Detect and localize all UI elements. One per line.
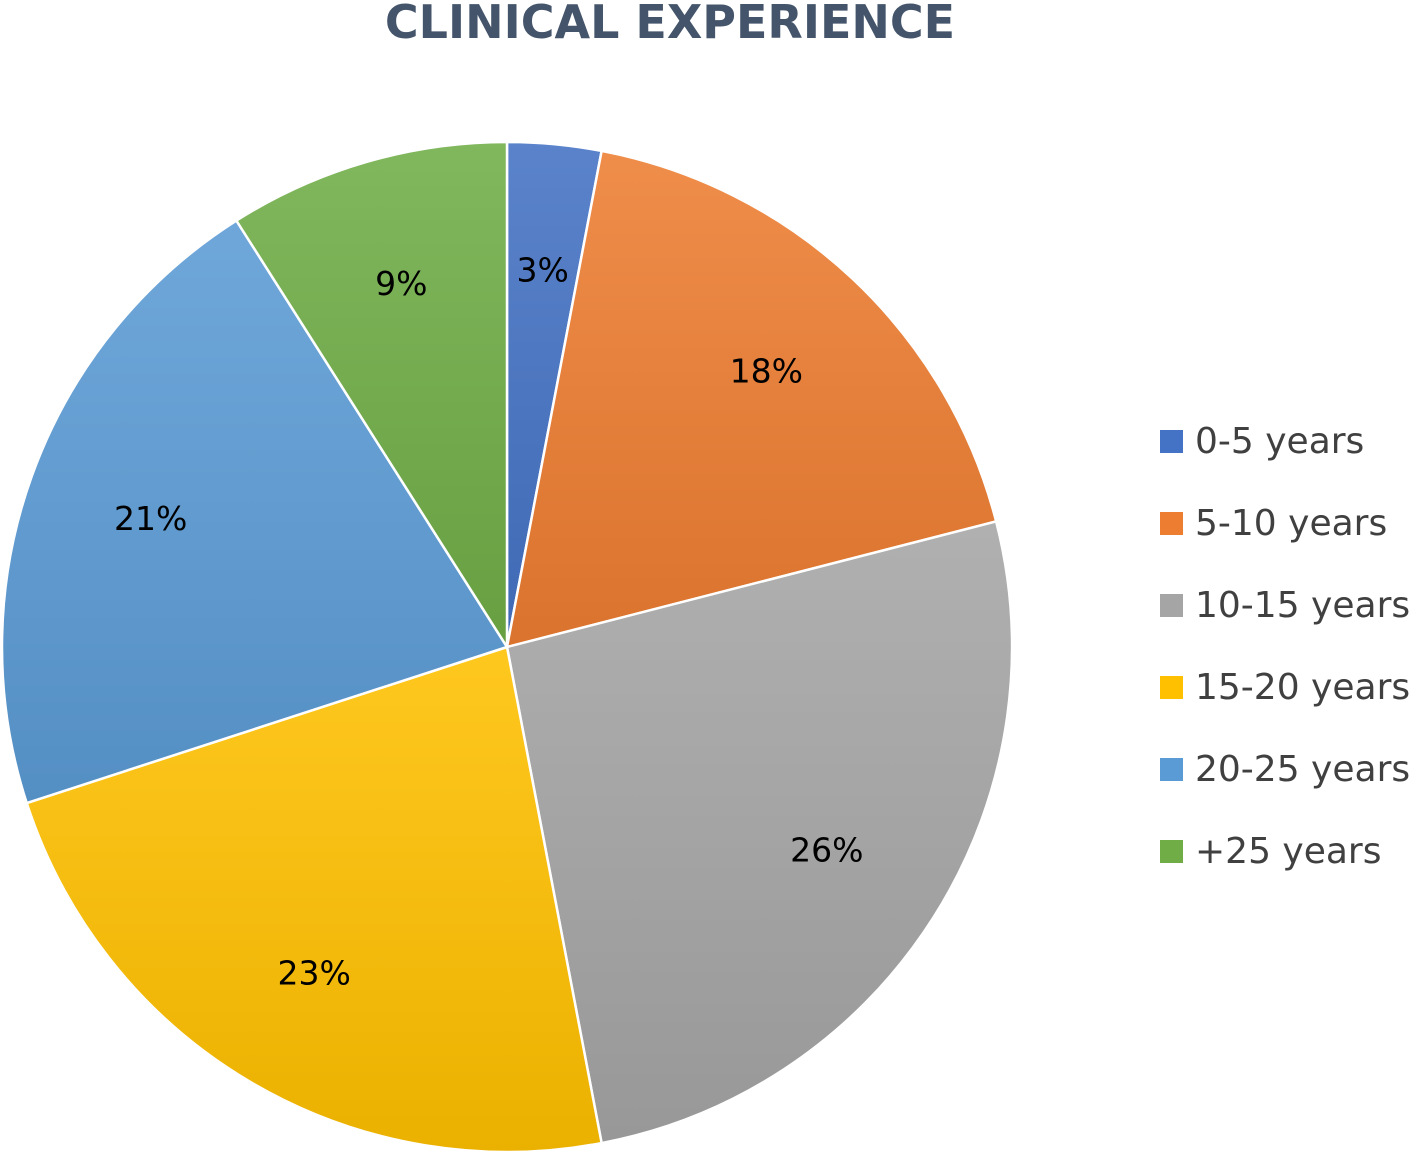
data-label-0-5-years: 3%	[516, 250, 568, 289]
legend-swatch-5-10-years	[1160, 512, 1183, 535]
data-label-10-15-years: 26%	[790, 830, 863, 869]
data-label-plus-25-years: 9%	[375, 264, 427, 303]
data-label-15-20-years: 23%	[278, 954, 351, 993]
legend-swatch-20-25-years	[1160, 758, 1183, 781]
legend-label-0-5-years: 0-5 years	[1195, 421, 1364, 462]
legend-swatch-15-20-years	[1160, 676, 1183, 699]
legend-swatch-10-15-years	[1160, 594, 1183, 617]
legend-label-15-20-years: 15-20 years	[1195, 667, 1410, 708]
data-labels: 3% 18% 26% 23% 21% 9%	[114, 250, 864, 992]
pie-slice-20-25-years	[0, 218, 509, 805]
pie-slice-10-15-years	[505, 519, 1014, 1145]
pie-slice-plus-25-years	[234, 140, 509, 652]
pie-slice-5-10-years	[505, 149, 998, 649]
chart-title: CLINICAL EXPERIENCE	[385, 0, 955, 49]
pie-slices	[0, 140, 1014, 1153]
legend-label-20-25-years: 20-25 years	[1195, 749, 1410, 790]
legend-label-plus-25-years: +25 years	[1195, 831, 1382, 872]
data-label-5-10-years: 18%	[730, 351, 803, 390]
data-label-20-25-years: 21%	[114, 499, 187, 538]
legend-label-10-15-years: 10-15 years	[1195, 585, 1410, 626]
legend: 0-5 years 5-10 years 10-15 years 15-20 year…	[1160, 421, 1410, 872]
legend-swatch-0-5-years	[1160, 430, 1183, 453]
legend-swatch-plus-25-years	[1160, 840, 1183, 863]
pie-slice-15-20-years	[25, 645, 604, 1153]
legend-label-5-10-years: 5-10 years	[1195, 503, 1387, 544]
